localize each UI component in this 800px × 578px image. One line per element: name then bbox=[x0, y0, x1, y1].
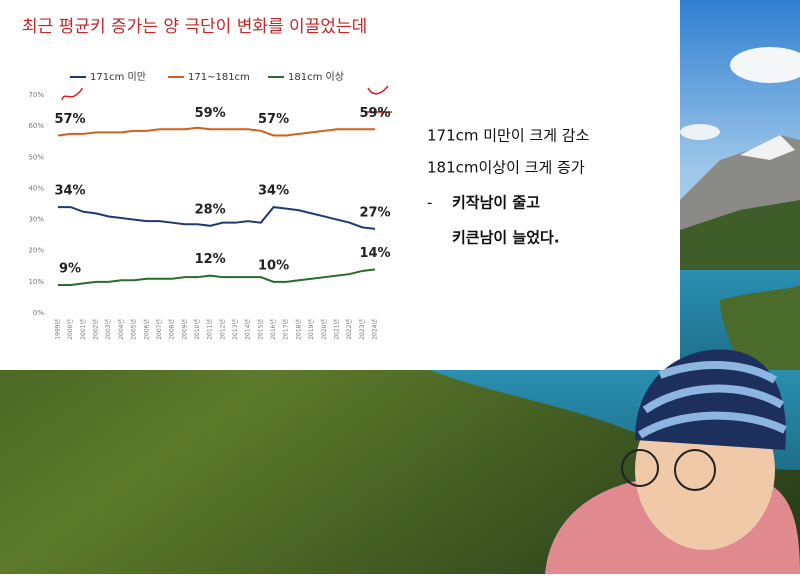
glasses bbox=[674, 449, 716, 491]
cloud bbox=[680, 124, 720, 140]
y-tick-label: 70% bbox=[28, 91, 44, 99]
legend-label: 171cm 미만 bbox=[90, 71, 146, 83]
legend-label: 171~181cm bbox=[188, 72, 250, 83]
x-tick-label: 2022년 bbox=[345, 319, 353, 340]
x-tick-label: 2018년 bbox=[294, 319, 302, 340]
beanie-stripes bbox=[637, 361, 787, 439]
x-tick-label: 2007년 bbox=[155, 319, 163, 340]
data-label: 59% bbox=[359, 106, 390, 121]
x-tick-label: 2008년 bbox=[168, 319, 176, 340]
data-label: 34% bbox=[54, 184, 85, 199]
data-label: 9% bbox=[59, 261, 81, 276]
slide-title: 최근 평균키 증가는 양 극단이 변화를 이끌었는데 bbox=[22, 17, 367, 37]
note: 181cm이상이 크게 증가 bbox=[427, 159, 585, 177]
data-label: 27% bbox=[359, 205, 390, 220]
data-label: 14% bbox=[359, 246, 390, 261]
data-label: 57% bbox=[54, 112, 85, 127]
x-tick-label: 2005년 bbox=[130, 319, 138, 340]
series-line bbox=[58, 206, 376, 230]
y-tick-label: 50% bbox=[28, 153, 44, 161]
glasses bbox=[621, 449, 659, 487]
x-tick-label: 2024년 bbox=[371, 319, 379, 340]
x-tick-label: 2013년 bbox=[231, 319, 239, 340]
x-tick-label: 2000년 bbox=[66, 319, 74, 340]
annotation-scribble bbox=[61, 85, 392, 116]
x-tick-label: 2020년 bbox=[320, 319, 328, 340]
x-tick-label: 2011년 bbox=[206, 319, 214, 340]
x-tick-label: 2002년 bbox=[92, 319, 100, 340]
hill bbox=[720, 285, 800, 370]
x-tick-label: 2014년 bbox=[244, 319, 252, 340]
data-label: 10% bbox=[258, 258, 289, 273]
slide bbox=[0, 0, 680, 370]
data-label: 12% bbox=[195, 252, 226, 267]
y-tick-label: 40% bbox=[28, 184, 44, 192]
x-tick-label: 2001년 bbox=[79, 319, 87, 340]
y-tick-label: 30% bbox=[28, 216, 44, 224]
x-tick-label: 2016년 bbox=[269, 319, 277, 340]
data-label: 57% bbox=[258, 112, 289, 127]
series-line bbox=[58, 268, 376, 286]
hill bbox=[680, 200, 800, 280]
emphasis: 키작남이 줄고 bbox=[452, 194, 540, 212]
x-tick-label: 2021년 bbox=[332, 319, 340, 340]
x-tick-label: 2009년 bbox=[180, 319, 188, 340]
x-tick-label: 2015년 bbox=[256, 319, 264, 340]
data-label: 28% bbox=[195, 202, 226, 217]
cloud bbox=[730, 47, 800, 83]
x-tick-label: 2019년 bbox=[307, 319, 315, 340]
emphasis: 키큰남이 늘었다. bbox=[452, 229, 560, 247]
bullet: - bbox=[427, 194, 432, 212]
x-tick-label: 2006년 bbox=[142, 319, 150, 340]
data-label: 59% bbox=[195, 106, 226, 121]
x-tick-label: 2023년 bbox=[358, 319, 366, 340]
legend-label: 181cm 이상 bbox=[288, 71, 344, 83]
x-tick-label: 2004년 bbox=[117, 319, 125, 340]
x-tick-label: 2012년 bbox=[218, 319, 226, 340]
x-tick-label: 2003년 bbox=[104, 319, 112, 340]
series-line bbox=[57, 126, 375, 137]
x-tick-label: 2010년 bbox=[193, 319, 201, 340]
data-label: 34% bbox=[258, 184, 289, 199]
y-tick-label: 20% bbox=[28, 247, 44, 255]
x-tick-label: 1999년 bbox=[54, 319, 62, 340]
note: 171cm 미만이 크게 감소 bbox=[427, 127, 590, 145]
y-tick-label: 60% bbox=[28, 122, 44, 130]
y-tick-label: 0% bbox=[33, 309, 44, 317]
snow bbox=[740, 135, 795, 160]
y-tick-label: 10% bbox=[28, 278, 44, 286]
x-tick-label: 2017년 bbox=[282, 319, 290, 340]
